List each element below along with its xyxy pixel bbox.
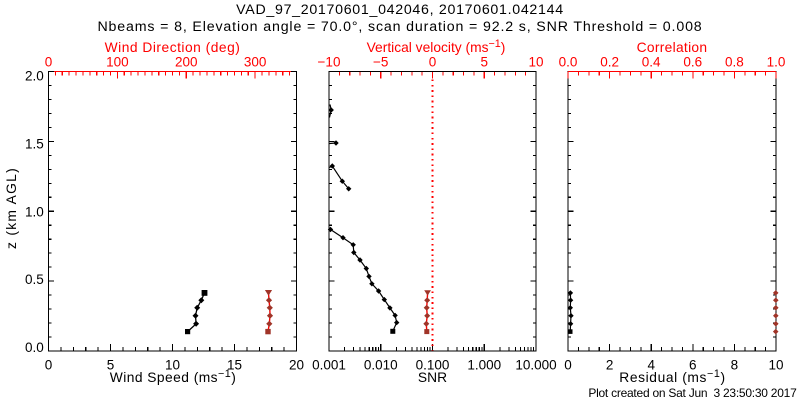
svg-text:z (km AGL): z (km AGL): [4, 167, 19, 249]
svg-text:0: 0: [45, 357, 53, 372]
svg-text:−5: −5: [373, 54, 388, 69]
svg-text:10: 10: [165, 357, 180, 372]
svg-text:Wind Speed (ms−1): Wind Speed (ms−1): [110, 368, 237, 385]
svg-text:0.010: 0.010: [364, 357, 398, 372]
svg-text:2: 2: [606, 357, 614, 372]
svg-text:0.5: 0.5: [25, 272, 44, 287]
svg-text:15: 15: [227, 357, 242, 372]
svg-text:6: 6: [689, 357, 697, 372]
svg-text:Vertical velocity (ms−1): Vertical velocity (ms−1): [367, 38, 506, 55]
svg-text:0.0: 0.0: [25, 340, 44, 355]
svg-text:0: 0: [45, 54, 53, 69]
svg-text:300: 300: [244, 54, 267, 69]
svg-text:Nbeams = 8, Elevation angle =: Nbeams = 8, Elevation angle = 70.0°, sca…: [97, 19, 702, 35]
svg-text:0.001: 0.001: [312, 357, 346, 372]
svg-text:0: 0: [564, 357, 572, 372]
svg-text:5: 5: [480, 54, 488, 69]
svg-text:0: 0: [429, 54, 437, 69]
svg-text:200: 200: [175, 54, 198, 69]
svg-text:1.5: 1.5: [25, 136, 44, 151]
svg-text:1.0: 1.0: [25, 204, 44, 219]
svg-text:1.000: 1.000: [467, 357, 501, 372]
svg-text:5: 5: [107, 357, 115, 372]
svg-text:2.0: 2.0: [25, 69, 44, 84]
svg-text:Correlation: Correlation: [637, 40, 708, 55]
svg-text:4: 4: [647, 357, 655, 372]
svg-text:Wind Direction (deg): Wind Direction (deg): [105, 40, 241, 55]
svg-text:20: 20: [289, 357, 304, 372]
svg-text:0.100: 0.100: [416, 357, 450, 372]
svg-text:0.8: 0.8: [725, 54, 744, 69]
svg-text:8: 8: [731, 357, 739, 372]
svg-text:0.2: 0.2: [600, 54, 619, 69]
svg-text:100: 100: [106, 54, 129, 69]
svg-text:10: 10: [768, 357, 783, 372]
svg-text:10.000: 10.000: [515, 357, 556, 372]
svg-text:Plot created on Sat Jun 3 23:: Plot created on Sat Jun 3 23:50:30 2017: [588, 386, 797, 400]
svg-text:Residual (ms−1): Residual (ms−1): [619, 368, 725, 385]
svg-text:10: 10: [528, 54, 543, 69]
svg-text:SNR: SNR: [418, 370, 447, 385]
svg-text:1.0: 1.0: [767, 54, 786, 69]
svg-text:0.0: 0.0: [559, 54, 578, 69]
svg-text:VAD_97_20170601_042046, 201706: VAD_97_20170601_042046, 20170601.042144: [236, 2, 564, 18]
svg-text:0.6: 0.6: [683, 54, 702, 69]
svg-text:0.4: 0.4: [642, 54, 661, 69]
svg-text:−10: −10: [318, 54, 341, 69]
